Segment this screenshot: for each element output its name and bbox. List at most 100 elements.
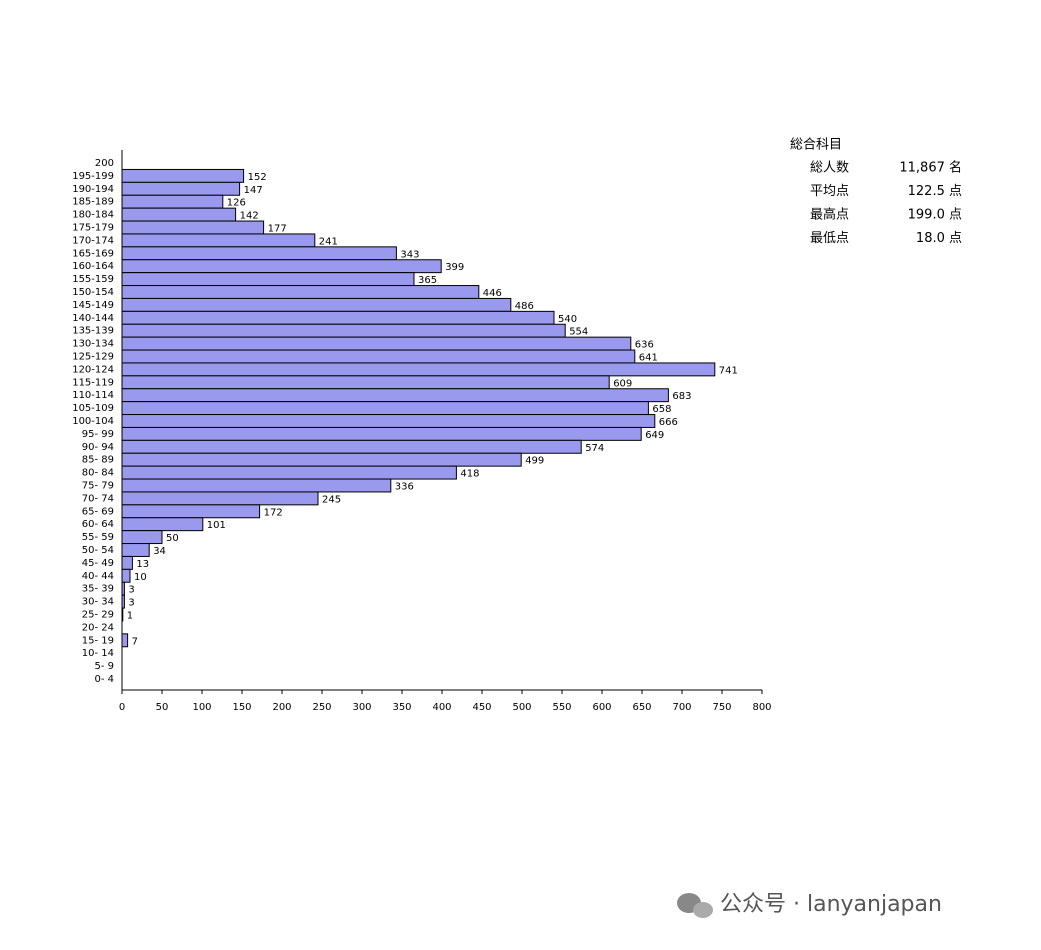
y-tick-label: 50- 54: [82, 545, 114, 556]
bar: [121, 207, 237, 222]
bar: [121, 272, 415, 287]
y-tick-label: 90- 94: [82, 442, 114, 453]
y-tick-label: 180-184: [72, 210, 114, 221]
y-tick-label: 150-154: [72, 287, 114, 298]
bar: [121, 246, 397, 261]
bar: [121, 336, 632, 351]
value-label: 446: [483, 288, 502, 299]
y-tick-label: 5- 9: [94, 661, 114, 672]
y-tick-label: 40- 44: [82, 571, 114, 582]
value-label: 336: [395, 482, 414, 493]
value-label: 152: [248, 172, 267, 183]
y-tick-label: 120-124: [72, 364, 114, 375]
y-tick-label: 130-134: [72, 339, 114, 350]
value-label: 658: [652, 404, 671, 415]
y-tick-label: 185-189: [72, 197, 114, 208]
value-label: 245: [322, 494, 341, 505]
summary-label: 最高点: [810, 207, 849, 223]
x-tick-label: 450: [472, 702, 491, 713]
value-label: 142: [240, 211, 259, 222]
value-label: 3: [128, 585, 134, 596]
value-label: 574: [585, 443, 604, 454]
bar: [121, 530, 163, 545]
value-label: 10: [134, 572, 147, 583]
y-tick-label: 190-194: [72, 184, 114, 195]
y-tick-label: 55- 59: [82, 532, 114, 543]
y-tick-label: 175-179: [72, 223, 114, 234]
x-tick-label: 700: [672, 702, 691, 713]
value-label: 34: [153, 546, 166, 557]
x-tick-label: 550: [552, 702, 571, 713]
x-tick-label: 250: [312, 702, 331, 713]
summary-value: 11,867 名: [899, 160, 962, 176]
value-label: 50: [166, 533, 179, 544]
y-tick-label: 125-129: [72, 352, 114, 363]
bar: [121, 375, 610, 390]
value-label: 554: [569, 327, 588, 338]
value-label: 365: [418, 275, 437, 286]
bar: [121, 517, 204, 532]
bar: [121, 594, 125, 609]
bar: [121, 362, 716, 377]
bar: [121, 426, 642, 441]
value-label: 147: [244, 185, 263, 196]
y-tick-label: 135-139: [72, 326, 114, 337]
value-label: 7: [132, 636, 138, 647]
y-tick-label: 35- 39: [82, 584, 114, 595]
value-label: 399: [445, 262, 464, 273]
y-tick-label: 65- 69: [82, 506, 114, 517]
x-tick-label: 500: [512, 702, 531, 713]
bar: [121, 633, 129, 648]
summary-value: 199.0 点: [908, 208, 962, 223]
x-tick-label: 300: [352, 702, 371, 713]
y-tick-label: 195-199: [72, 171, 114, 182]
y-tick-label: 75- 79: [82, 481, 114, 492]
summary-value: 18.0 点: [916, 231, 962, 246]
y-tick-label: 70- 74: [82, 493, 114, 504]
value-label: 1: [127, 611, 133, 622]
bar: [121, 388, 669, 403]
x-tick-label: 350: [392, 702, 411, 713]
bar: [121, 401, 649, 416]
value-label: 241: [319, 236, 338, 247]
bar: [121, 581, 125, 596]
y-tick-label: 155-159: [72, 274, 114, 285]
y-tick-label: 100-104: [72, 416, 114, 427]
y-tick-label: 30- 34: [82, 597, 114, 608]
bar: [121, 310, 555, 325]
y-tick-label: 145-149: [72, 300, 114, 311]
summary-label: 総人数: [810, 161, 849, 176]
value-label: 418: [460, 469, 479, 480]
y-tick-label: 160-164: [72, 261, 114, 272]
bar: [121, 349, 636, 364]
y-tick-label: 200: [95, 158, 114, 169]
x-tick-label: 200: [272, 702, 291, 713]
value-label: 666: [659, 417, 678, 428]
y-tick-label: 115-119: [72, 377, 114, 388]
bar: [121, 607, 124, 622]
y-tick-label: 110-114: [72, 390, 114, 401]
bar: [121, 504, 261, 519]
x-tick-label: 0: [119, 702, 125, 713]
value-label: 126: [227, 198, 246, 209]
value-label: 609: [613, 378, 632, 389]
x-tick-label: 600: [592, 702, 611, 713]
y-tick-label: 20- 24: [82, 622, 114, 633]
value-label: 13: [136, 559, 149, 570]
bar: [121, 168, 245, 183]
bar: [121, 220, 265, 235]
bar: [121, 323, 566, 338]
x-tick-label: 650: [632, 702, 651, 713]
x-tick-label: 800: [752, 702, 771, 713]
y-tick-label: 25- 29: [82, 610, 114, 621]
bar: [121, 259, 442, 274]
value-label: 486: [515, 301, 534, 312]
y-tick-label: 10- 14: [82, 648, 114, 659]
value-label: 649: [645, 430, 664, 441]
value-label: 3: [128, 598, 134, 609]
y-tick-label: 45- 49: [82, 558, 114, 569]
bar: [121, 297, 512, 312]
watermark: 公众号 · lanyanjapan: [720, 892, 942, 917]
